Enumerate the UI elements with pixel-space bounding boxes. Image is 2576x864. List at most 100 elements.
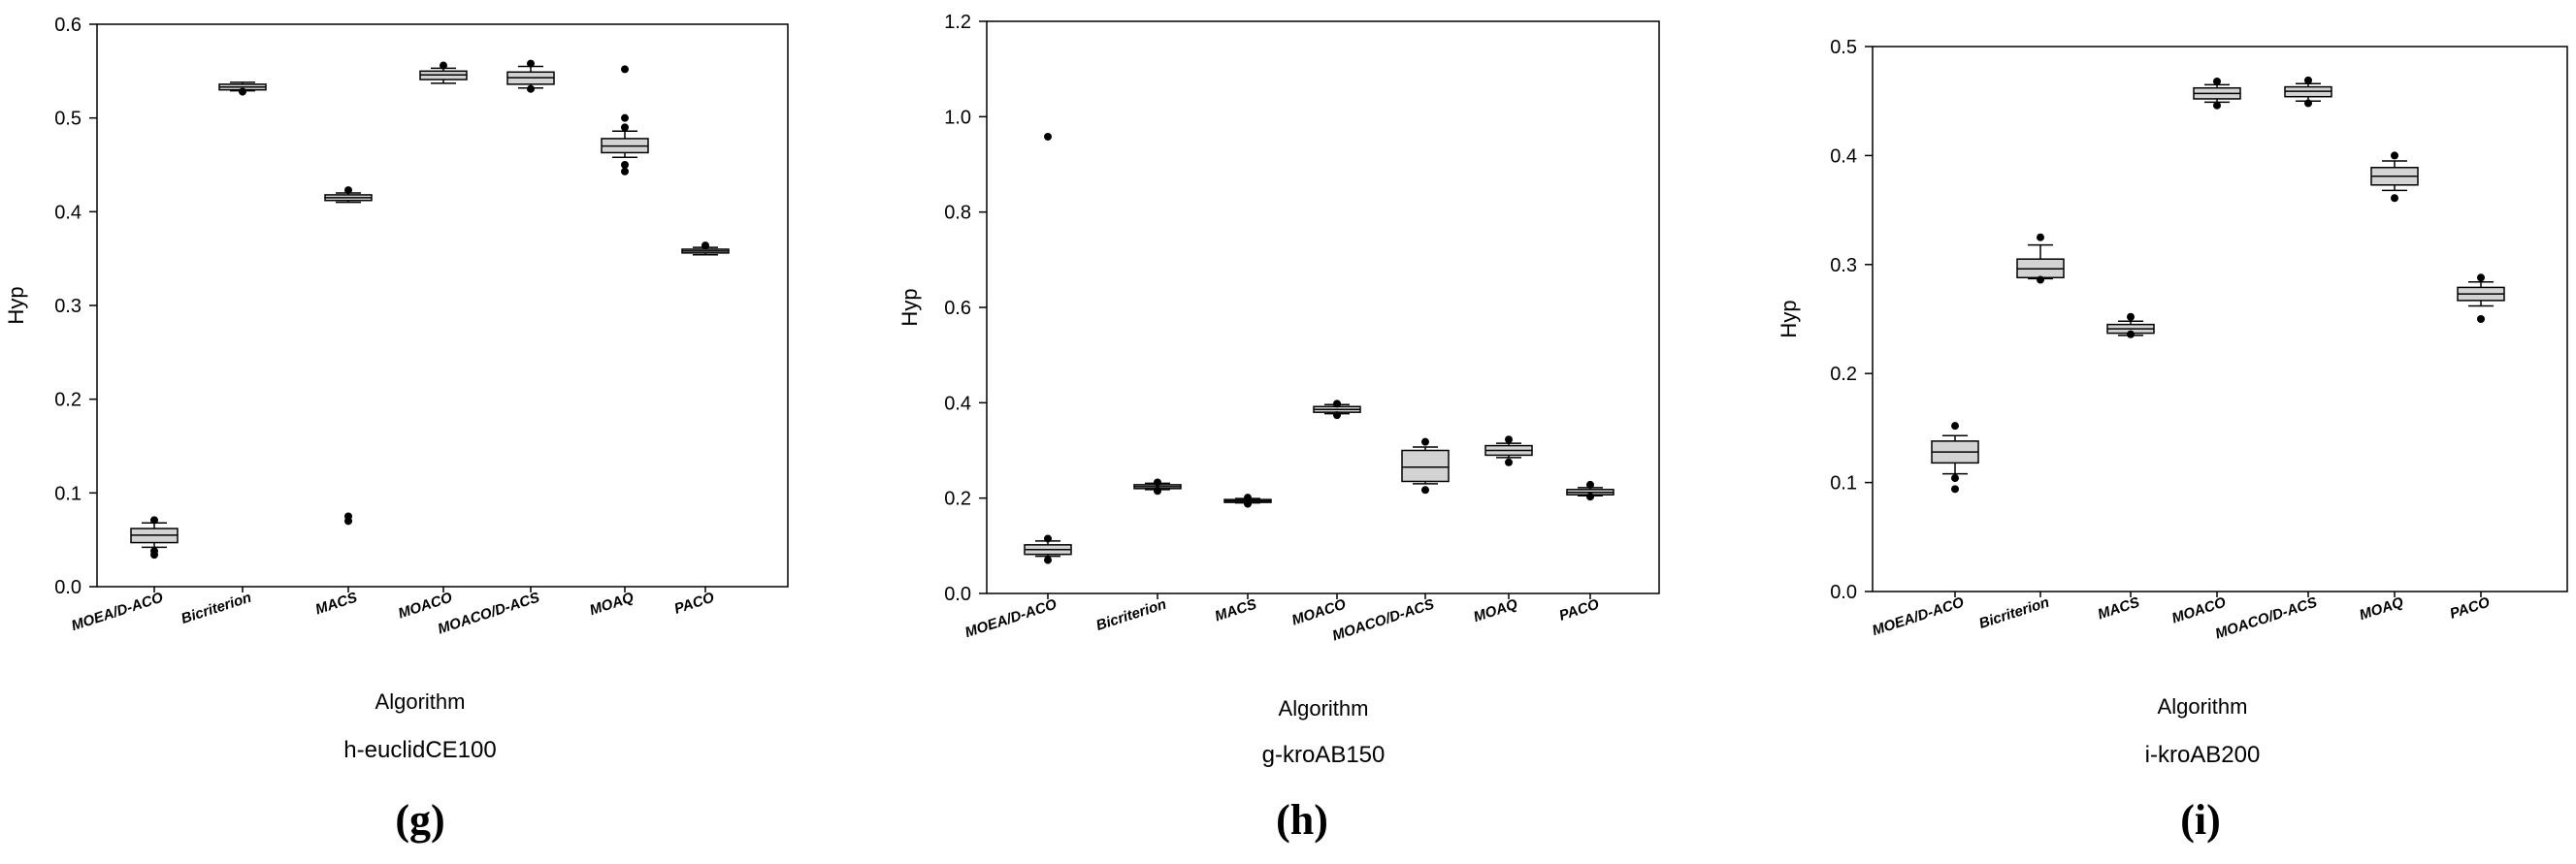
chart-h-x-category-label: MACS	[1213, 596, 1258, 625]
chart-i-y-axis-label: Hyp	[1777, 300, 1801, 337]
chart-g-x-category-label: MOACO	[396, 590, 454, 623]
chart-i-box-6	[2457, 273, 2505, 323]
chart-g-y-tick-label: 0.4	[54, 202, 82, 223]
outlier-point	[2127, 330, 2135, 338]
chart-i-plot-frame	[1872, 46, 2568, 592]
chart-h-y-tick-label: 0.8	[944, 203, 971, 224]
chart-g-y-tick-label: 0.1	[54, 483, 82, 504]
chart-i-y-tick-label: 0.1	[1830, 473, 1857, 495]
chart-h-subtitle: g-kroAB150	[1262, 742, 1386, 768]
outlier-point	[1154, 487, 1161, 496]
outlier-point	[621, 161, 629, 169]
chart-g-plot-frame	[96, 23, 789, 588]
chart-h-box-5	[1484, 435, 1533, 466]
chart-h-plot-frame	[986, 20, 1660, 594]
outlier-point	[2304, 76, 2312, 84]
chart-g-x-category-label: MOACO/D-ACS	[436, 590, 541, 638]
chart-i: 0.0 0.1 0.2 0.3 0.4 0.5 Hyp MOEA/D-ACO Bicriteri…	[1777, 37, 2568, 844]
chart-g-x-axis-label: Algorithm	[375, 689, 466, 714]
chart-h-y-tick-label: 1.0	[944, 107, 971, 128]
chart-i-y-tick-label: 0.4	[1830, 145, 1857, 167]
chart-g-box-5	[601, 65, 649, 176]
outlier-point	[701, 241, 709, 250]
chart-h-y-axis-label: Hyp	[897, 288, 922, 326]
outlier-point	[527, 59, 535, 68]
chart-i-box-0	[1931, 422, 1979, 494]
chart-h-box-1	[1133, 478, 1182, 496]
chart-i-box-4	[2284, 76, 2332, 108]
chart-i-y-tick-label: 0.0	[1830, 582, 1857, 603]
chart-h-box-2	[1223, 494, 1272, 508]
chart-h-x-category-label: MOAQ	[1472, 596, 1520, 626]
chart-h-x-category-label: MOACO	[1289, 596, 1348, 629]
chart-h-y-tick-label: 0.0	[944, 584, 971, 605]
outlier-point	[527, 84, 535, 93]
chart-h-y-tick-label: 1.2	[944, 12, 971, 33]
chart-g-x-category-label: Bicriterion	[179, 590, 254, 627]
chart-g-box-0	[130, 516, 179, 560]
outlier-point	[1044, 556, 1052, 564]
chart-h-y-tick-label: 0.4	[944, 393, 971, 414]
chart-g-y-axis-label: Hyp	[4, 286, 28, 324]
chart-h-panel-label: (h)	[1276, 796, 1328, 844]
chart-i-y-tick-label: 0.2	[1830, 364, 1857, 385]
chart-i-x-axis-label: Algorithm	[2158, 694, 2248, 719]
outlier-point	[2477, 273, 2485, 282]
outlier-point	[150, 516, 158, 525]
outlier-point	[2391, 151, 2398, 160]
chart-i-x-category-label: MACS	[2096, 594, 2141, 624]
outlier-point	[621, 167, 629, 176]
outlier-point	[1951, 474, 1959, 483]
box-body	[1401, 449, 1450, 483]
chart-g-y-tick-label: 0.2	[54, 390, 82, 411]
chart-i-y-tick-label: 0.5	[1830, 37, 1857, 58]
outlier-point	[2477, 315, 2485, 323]
outlier-point	[2304, 99, 2312, 108]
outlier-point	[344, 517, 352, 526]
outlier-point	[344, 186, 352, 195]
chart-i-box-1	[2016, 233, 2065, 284]
outlier-point	[1586, 493, 1594, 501]
outlier-point	[150, 551, 158, 560]
chart-g-x-category-label: MACS	[313, 590, 359, 619]
outlier-point	[1154, 478, 1161, 487]
chart-i-x-category-label: MOACO	[2169, 594, 2228, 627]
chart-h-box-0	[1024, 132, 1072, 564]
chart-h-x-category-label: MOACO/D-ACS	[1330, 596, 1436, 645]
outlier-point	[621, 65, 629, 74]
outlier-point	[2391, 194, 2398, 203]
chart-h-x-category-label: MOEA/D-ACO	[962, 596, 1059, 642]
chart-h-x-category-label: Bicriterion	[1094, 596, 1169, 634]
outlier-point	[1586, 480, 1594, 489]
chart-g-box-6	[681, 241, 730, 256]
outlier-point	[1044, 534, 1052, 543]
chart-g-y-tick-label: 0.3	[54, 296, 82, 317]
outlier-point	[1505, 435, 1513, 444]
outlier-point	[2213, 77, 2221, 85]
chart-i-x-category-label: MOAQ	[2358, 594, 2406, 624]
chart-g-box-3	[419, 61, 468, 84]
chart-i-y-tick-label: 0.3	[1830, 255, 1857, 276]
chart-g: 0.0 0.1 0.2 0.3 0.4 0.5 0.6 Hyp MOEA/D-ACO Bicrit…	[4, 15, 789, 844]
chart-h-x-axis-label: Algorithm	[1279, 696, 1369, 720]
outlier-point	[239, 87, 246, 96]
outlier-point	[2037, 275, 2044, 284]
chart-i-panel-label: (i)	[2180, 796, 2221, 844]
outlier-point	[621, 123, 629, 132]
chart-i-x-category-label: Bicriterion	[1977, 594, 2052, 632]
chart-i-box-5	[2370, 151, 2419, 203]
outlier-point	[1505, 458, 1513, 466]
chart-i-x-category-label: MOEA/D-ACO	[1870, 594, 1966, 640]
outlier-point	[1333, 411, 1341, 420]
outlier-point	[1044, 132, 1052, 141]
chart-h-x-category-label: PACO	[1557, 596, 1602, 624]
chart-g-box-1	[218, 81, 267, 96]
outlier-point	[1421, 437, 1429, 446]
outlier-point	[621, 113, 629, 122]
chart-g-panel-label: (g)	[395, 796, 444, 844]
chart-g-x-category-label: MOEA/D-ACO	[69, 590, 165, 635]
chart-h-y-tick-label: 0.2	[944, 489, 971, 510]
chart-g-y-tick-label: 0.5	[54, 109, 82, 130]
chart-h-box-4	[1401, 437, 1450, 495]
